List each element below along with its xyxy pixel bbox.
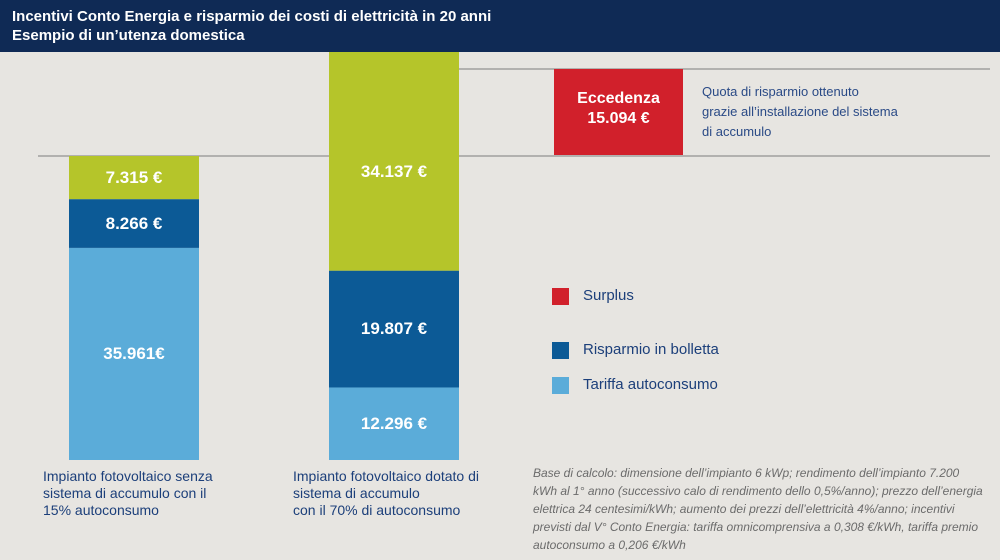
bar-value-label: 34.137 €: [360, 162, 428, 181]
category-label-line: Impianto fotovoltaico dotato di: [293, 468, 480, 484]
excess-box: Eccedenza 15.094 €: [554, 69, 683, 155]
category-label-line: sistema di accumulo con il: [43, 485, 207, 501]
bar-segment: [329, 387, 459, 460]
bar-segment: [69, 199, 199, 248]
category-label-1: Impianto fotovoltaico senza sistema di a…: [43, 468, 213, 519]
chart-header: Incentivi Conto Energia e risparmio dei …: [0, 0, 1000, 52]
excess-note-line: grazie all’installazione del sistema: [702, 104, 898, 119]
excess-note: Quota di risparmio ottenuto grazie all’i…: [702, 82, 962, 142]
category-label-2: Impianto fotovoltaico dotato di sistema …: [293, 468, 479, 519]
chart-area: 35.961€ 8.266 € 7.315 € 12.296 € 19.807 € 34.…: [0, 52, 1000, 560]
legend-label: Tariffa autoconsumo: [583, 376, 718, 393]
bar-segment: [329, 52, 459, 271]
bar-value-label: 8.266 €: [105, 213, 163, 233]
stacked-bar-chart: [38, 52, 990, 460]
category-label-line: con il 70% di autoconsumo: [293, 502, 461, 518]
legend-swatch: [552, 288, 569, 305]
footnote: Base di calcolo: dimensione dell’impiant…: [533, 466, 983, 552]
excess-title: Eccedenza: [577, 90, 660, 107]
legend-swatch: [552, 377, 569, 394]
chart-subtitle: Esempio di un’utenza domestica: [12, 27, 245, 44]
bar-value-label: 12.296 €: [360, 413, 428, 433]
category-label-line: Impianto fotovoltaico senza: [43, 468, 213, 484]
chart-title: Incentivi Conto Energia e risparmio dei …: [12, 8, 492, 25]
category-label-line: 15% autoconsumo: [43, 502, 159, 518]
excess-note-line: Quota di risparmio ottenuto: [702, 84, 859, 99]
bar-value-label: 35.961€: [103, 343, 165, 363]
legend-label: Risparmio in bolletta: [583, 341, 719, 358]
legend-swatch: [552, 342, 569, 359]
excess-value: 15.094 €: [587, 110, 650, 127]
excess-note-line: di accumulo: [702, 124, 772, 139]
bar-segment: [69, 247, 199, 460]
bar-value-label: 7.315 €: [105, 167, 163, 187]
bar-segment: [329, 270, 459, 388]
bar-value-label: 19.807 €: [360, 319, 428, 339]
category-label-line: sistema di accumulo: [293, 485, 420, 501]
legend-label: Surplus: [583, 287, 634, 304]
bar-segment: [69, 156, 199, 200]
